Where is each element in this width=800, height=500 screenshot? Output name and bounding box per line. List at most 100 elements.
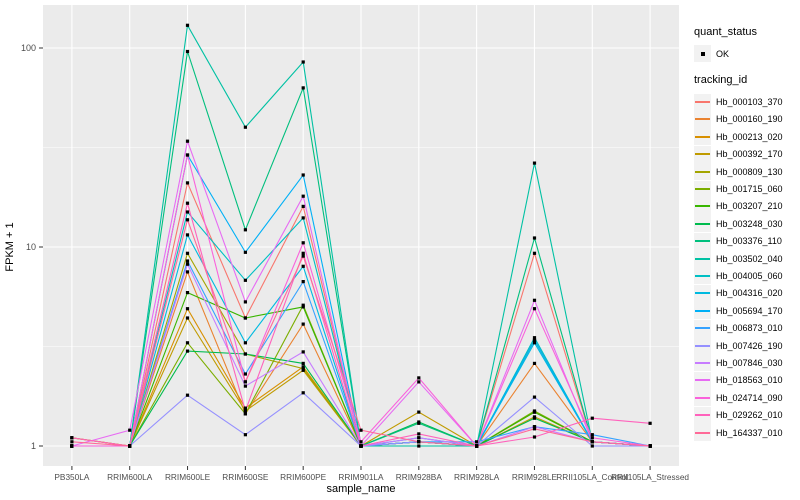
legend-tracking-entries: Hb_000103_370 Hb_000160_190 Hb_000213_020 H… <box>694 93 800 441</box>
data-points <box>70 23 652 448</box>
y-axis-title: FPKM + 1 <box>4 222 16 271</box>
legend-item: Hb_024714_090 <box>694 389 800 407</box>
svg-text:RRIM600LE: RRIM600LE <box>165 472 211 482</box>
legend-key <box>694 197 711 215</box>
svg-text:RRIM600PE: RRIM600PE <box>280 472 327 482</box>
legend-item-label: Hb_005694_170 <box>716 305 783 316</box>
legend: quant_status OK tracking_id Hb_000103_37… <box>694 26 800 441</box>
legend-key <box>694 319 711 337</box>
legend-item: Hb_004005_060 <box>694 267 800 285</box>
legend-item-label: Hb_007426_190 <box>716 340 783 351</box>
legend-item-label: Hb_003502_040 <box>716 253 783 264</box>
legend-item: Hb_000392_170 <box>694 145 800 163</box>
legend-item-label: Hb_001715_060 <box>716 184 783 195</box>
svg-text:RRII105LA_Control: RRII105LA_Control <box>556 472 628 482</box>
legend-key <box>694 337 711 355</box>
series-color-line-icon <box>695 170 710 173</box>
legend-key <box>694 424 711 441</box>
legend-item: Hb_003207_210 <box>694 197 800 215</box>
legend-item: Hb_000809_130 <box>694 163 800 181</box>
legend-key <box>694 128 711 146</box>
series-color-line-icon <box>695 135 710 138</box>
legend-quant-status-title: quant_status <box>694 26 757 38</box>
series-color-line-icon <box>695 222 710 225</box>
series-color-line-icon <box>695 240 710 243</box>
series-color-line-icon <box>695 344 710 347</box>
legend-key <box>694 93 711 111</box>
svg-text:RRIM600SE: RRIM600SE <box>222 472 269 482</box>
series-color-line-icon <box>695 274 710 277</box>
series-color-line-icon <box>695 327 710 330</box>
legend-key <box>694 145 711 163</box>
series-color-line-icon <box>695 396 710 399</box>
legend-item-label: Hb_003248_030 <box>716 218 783 229</box>
legend-key <box>694 371 711 389</box>
series-color-line-icon <box>695 257 710 260</box>
svg-text:RRIM928LA: RRIM928LA <box>454 472 500 482</box>
legend-key <box>694 302 711 320</box>
svg-text:RRIM928BA: RRIM928BA <box>396 472 443 482</box>
legend-item-label: Hb_000392_170 <box>716 149 783 160</box>
legend-key <box>694 163 711 181</box>
legend-item-label: Hb_007846_030 <box>716 357 783 368</box>
legend-tracking-title: tracking_id <box>694 74 748 87</box>
legend-item: Hb_004316_020 <box>694 284 800 302</box>
svg-text:10: 10 <box>26 242 36 252</box>
series-color-line-icon <box>695 292 710 295</box>
legend-item: Hb_007426_190 <box>694 337 800 355</box>
legend-item-label: Hb_006873_010 <box>716 323 783 334</box>
legend-item-label: Hb_000103_370 <box>716 97 783 108</box>
legend-item: Hb_000213_020 <box>694 128 800 146</box>
legend-item: Hb_006873_010 <box>694 319 800 337</box>
legend-item-label: Hb_000160_190 <box>716 114 783 125</box>
svg-text:RRIM901LA: RRIM901LA <box>338 472 384 482</box>
legend-item-label: Hb_003376_110 <box>716 236 782 247</box>
series-color-line-icon <box>695 431 710 434</box>
legend-key <box>694 389 711 407</box>
legend-key <box>694 110 711 128</box>
svg-text:RRIM600LA: RRIM600LA <box>107 472 153 482</box>
legend-item: Hb_000103_370 <box>694 93 800 111</box>
legend-key <box>694 250 711 268</box>
legend-item: Hb_018563_010 <box>694 371 800 389</box>
legend-item: Hb_003376_110 <box>694 232 800 250</box>
legend-key <box>694 180 711 198</box>
x-axis-tick-labels: PB350LA RRIM600LA RRIM600LE RRIM600SE RRIM60… <box>54 472 689 482</box>
legend-key <box>694 354 711 372</box>
series-color-line-icon <box>695 309 710 312</box>
svg-text:100: 100 <box>21 43 36 53</box>
axis-ticks <box>39 47 651 470</box>
series-color-line-icon <box>695 205 710 208</box>
legend-item: Hb_001715_060 <box>694 180 800 198</box>
svg-text:1: 1 <box>31 441 36 451</box>
legend-item-label: Hb_003207_210 <box>716 201 783 212</box>
legend-item-label: Hb_029262_010 <box>716 410 783 421</box>
legend-item: Hb_164337_010 <box>694 424 800 441</box>
series-color-line-icon <box>695 361 710 364</box>
legend-item-label: Hb_000213_020 <box>716 131 783 142</box>
svg-text:RRII105LA_Stressed: RRII105LA_Stressed <box>611 472 689 482</box>
legend-item: Hb_000160_190 <box>694 110 800 128</box>
series-color-line-icon <box>695 188 710 191</box>
series-color-line-icon <box>695 153 710 156</box>
legend-item-ok: OK <box>694 45 800 63</box>
legend-item: Hb_003248_030 <box>694 215 800 233</box>
series-color-line-icon <box>695 414 710 417</box>
legend-key <box>694 232 711 250</box>
legend-key <box>694 284 711 302</box>
ok-point-key <box>694 45 711 63</box>
legend-item: Hb_029262_010 <box>694 406 800 424</box>
legend-item-label: Hb_000809_130 <box>716 166 783 177</box>
legend-tracking-block: tracking_id Hb_000103_370 Hb_000160_190 Hb… <box>694 74 800 441</box>
legend-item: Hb_007846_030 <box>694 354 800 372</box>
legend-item-label: Hb_164337_010 <box>716 427 783 438</box>
legend-item: Hb_005694_170 <box>694 302 800 320</box>
legend-item-label: Hb_018563_010 <box>716 375 783 386</box>
series-color-line-icon <box>695 118 710 121</box>
series-color-line-icon <box>695 101 710 104</box>
x-axis-title: sample_name <box>326 483 395 495</box>
legend-key <box>694 215 711 233</box>
series-color-line-icon <box>695 379 710 382</box>
